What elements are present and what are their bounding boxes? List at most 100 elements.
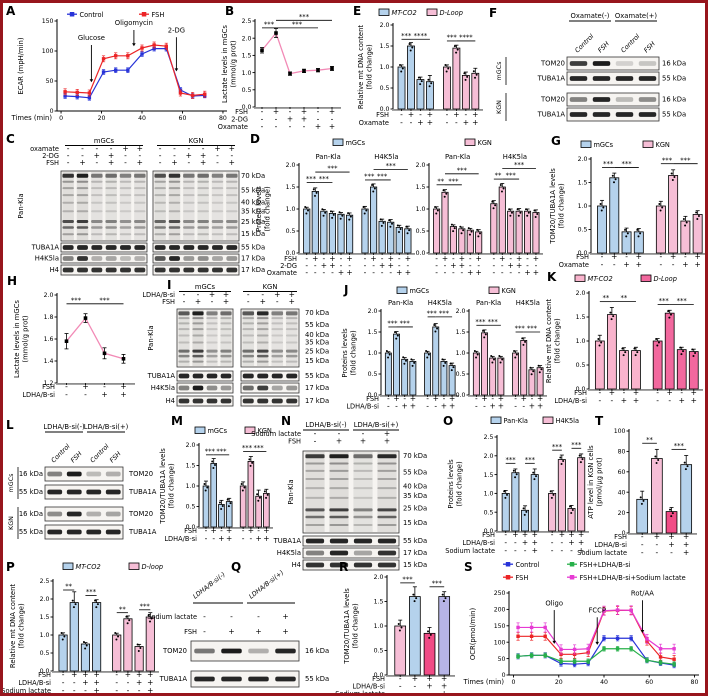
condition-symbol: + [229,144,235,153]
blot-band [271,328,284,331]
bar [548,493,557,532]
blot-band [134,180,146,183]
condition-symbol: + [683,540,689,549]
data-point [113,54,118,58]
blot-band [76,220,89,223]
data-point [460,232,463,235]
condition-symbol: + [433,394,439,403]
y-tick-label: 20 [618,510,626,517]
condition-symbol: + [93,670,99,679]
data-point [658,655,663,659]
group-title: H4K5la [503,153,527,161]
data-point [529,653,534,658]
condition-symbol: + [338,268,344,277]
y-tick-label: 100 [42,48,54,55]
condition-symbol: - [455,118,458,127]
y-tick-label: 0.0 [374,672,384,679]
condition-symbol: + [609,388,615,397]
y-tick-label: 250 [494,590,506,597]
blot-band [305,496,325,499]
blot-band [271,317,284,320]
data-point [476,228,479,231]
blot-band [211,220,224,223]
condition-symbol: + [315,122,321,131]
blot-band [62,180,74,183]
data-point [599,203,602,205]
y-tick-label: 200 [494,607,506,614]
blot-smear [91,172,103,240]
data-point [302,69,306,73]
data-point [655,338,658,340]
y-tick-label: 1.5 [576,314,586,321]
condition-symbol: + [472,118,478,127]
condition-symbol: + [336,437,342,446]
blot-band [91,187,103,190]
blot-header: LDHA/B-si(-) [43,423,85,431]
data-point [559,647,563,652]
condition-symbol: - [95,144,98,153]
blot-band [91,194,103,197]
bar [652,340,663,390]
y-tick-label: 2.5 [40,578,50,585]
condition-symbol: - [551,538,554,547]
condition-symbol: - [173,144,176,153]
sample-group-label: KGN [7,516,15,530]
y-tick-label: 100 [494,639,506,646]
data-point [241,489,244,492]
data-point [178,91,183,95]
data-point [240,483,243,485]
condition-symbol: - [67,158,70,167]
condition-symbol: + [512,530,518,539]
data-point [305,212,308,215]
blot-band [105,529,121,535]
condition-symbol: - [127,686,130,695]
condition-symbol: + [412,674,418,683]
data-point [501,358,504,361]
condition-label: FSH [162,298,175,306]
blot-smear [192,310,204,366]
condition-symbol: - [289,122,292,131]
data-point [684,468,687,471]
blot-box [44,506,124,522]
y-axis-title: (fold change) [352,603,360,649]
data-point [226,498,229,501]
blot-band [178,385,190,391]
condition-symbol: - [322,254,325,263]
blot-band [154,233,166,236]
condition-symbol: + [410,394,416,403]
blot-smear [242,310,255,366]
legend-marker [569,562,575,567]
data-point [521,337,524,340]
blot-band [271,322,284,325]
blot-band [91,267,103,273]
blot-band [353,487,373,490]
panel-B-graphic: 0.00.51.01.52.02.5 *** ******FSH - + - + - +2-DG… [218,13,341,131]
protein-label: TOM20 [540,96,565,104]
data-point [659,209,662,212]
data-point [453,45,456,48]
bar [688,351,699,390]
y-axis-title: (fold change) [264,186,272,232]
data-point [221,504,224,507]
legend-swatch [62,562,74,570]
data-point [473,350,476,352]
data-point [428,85,431,88]
condition-symbol: + [263,534,269,543]
condition-label: FSH [184,527,197,535]
data-point [504,496,507,499]
blot-band [257,373,269,379]
condition-symbol: + [441,674,447,683]
blot-band [183,173,195,178]
condition-symbol: + [682,260,688,269]
blot-band [105,511,121,517]
blot-band [192,322,204,325]
blot-band [285,311,298,316]
bar [655,205,666,254]
data-point [307,209,310,212]
blot-smear [197,172,209,240]
condition-symbol: + [255,627,261,636]
blot-band [285,328,298,331]
condition-symbol: - [491,394,494,403]
legend-swatch [542,416,554,424]
blot-band [220,341,232,344]
